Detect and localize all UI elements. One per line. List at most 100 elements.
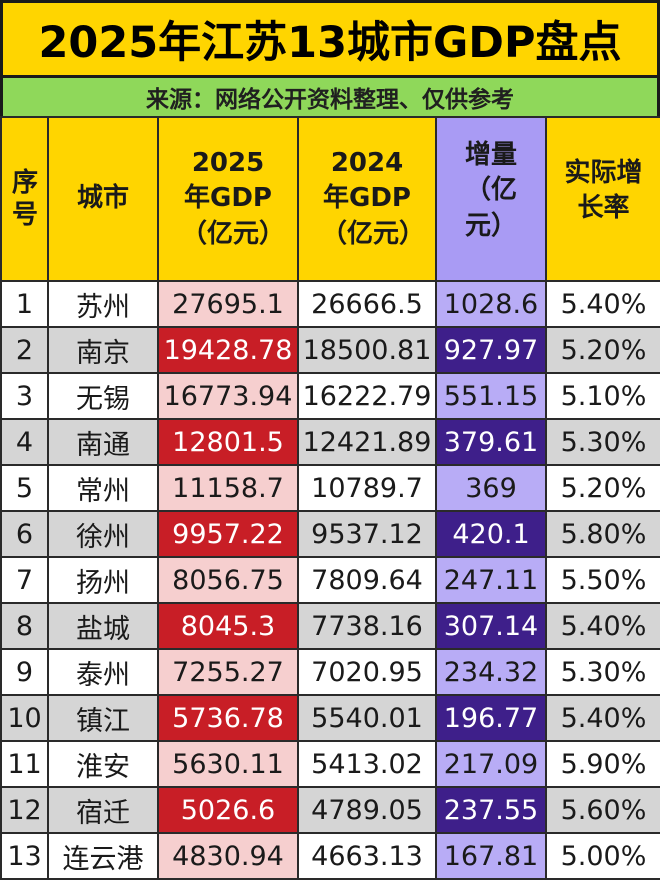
cell-gdp2024: 12421.89 xyxy=(297,418,437,466)
cell-no: 10 xyxy=(0,694,49,742)
cell-no: 12 xyxy=(0,786,49,834)
cell-gdp2025: 5026.6 xyxy=(157,786,299,834)
table-row: 3 无锡 16773.94 16222.79 551.15 5.10% xyxy=(0,372,660,420)
cell-increase: 420.1 xyxy=(435,510,547,558)
table-row: 2 南京 19428.78 18500.81 927.97 5.20% xyxy=(0,326,660,374)
cell-no: 3 xyxy=(0,372,49,420)
table-row: 6 徐州 9957.22 9537.12 420.1 5.80% xyxy=(0,510,660,558)
table-row: 7 扬州 8056.75 7809.64 247.11 5.50% xyxy=(0,556,660,604)
cell-city: 宿迁 xyxy=(47,786,159,834)
cell-increase: 247.11 xyxy=(435,556,547,604)
cell-no: 7 xyxy=(0,556,49,604)
cell-growth: 5.40% xyxy=(545,602,660,650)
table-row: 13 连云港 4830.94 4663.13 167.81 5.00% xyxy=(0,832,660,880)
table-row: 1 苏州 27695.1 26666.5 1028.6 5.40% xyxy=(0,280,660,328)
cell-city: 无锡 xyxy=(47,372,159,420)
cell-gdp2024: 9537.12 xyxy=(297,510,437,558)
cell-gdp2024: 18500.81 xyxy=(297,326,437,374)
cell-city: 南京 xyxy=(47,326,159,374)
cell-city: 苏州 xyxy=(47,280,159,328)
cell-gdp2025: 11158.7 xyxy=(157,464,299,512)
cell-gdp2025: 27695.1 xyxy=(157,280,299,328)
cell-no: 13 xyxy=(0,832,49,880)
cell-city: 连云港 xyxy=(47,832,159,880)
cell-increase: 927.97 xyxy=(435,326,547,374)
cell-gdp2025: 4830.94 xyxy=(157,832,299,880)
cell-growth: 5.20% xyxy=(545,326,660,374)
table-body: 1 苏州 27695.1 26666.5 1028.6 5.40% 2 南京 19428.78 1… xyxy=(0,280,660,880)
cell-increase: 369 xyxy=(435,464,547,512)
cell-gdp2024: 10789.7 xyxy=(297,464,437,512)
cell-no: 2 xyxy=(0,326,49,374)
cell-growth: 5.40% xyxy=(545,694,660,742)
cell-no: 8 xyxy=(0,602,49,650)
cell-gdp2024: 26666.5 xyxy=(297,280,437,328)
cell-gdp2025: 5630.11 xyxy=(157,740,299,788)
cell-gdp2024: 7809.64 xyxy=(297,556,437,604)
cell-gdp2025: 8056.75 xyxy=(157,556,299,604)
source-banner: 来源：网络公开资料整理、仅供参考 xyxy=(0,78,660,116)
header-no: 序号 xyxy=(0,116,49,282)
table-row: 10 镇江 5736.78 5540.01 196.77 5.40% xyxy=(0,694,660,742)
header-increase: 增量（亿元） xyxy=(435,116,547,282)
cell-increase: 379.61 xyxy=(435,418,547,466)
cell-gdp2025: 9957.22 xyxy=(157,510,299,558)
cell-increase: 217.09 xyxy=(435,740,547,788)
cell-increase: 307.14 xyxy=(435,602,547,650)
cell-no: 4 xyxy=(0,418,49,466)
cell-city: 扬州 xyxy=(47,556,159,604)
cell-no: 6 xyxy=(0,510,49,558)
table-header-row: 序号 城市 2025年GDP（亿元） 2024年GDP（亿元） 增量（亿元） 实… xyxy=(0,116,660,282)
header-gdp2024: 2024年GDP（亿元） xyxy=(297,116,437,282)
header-growth: 实际增长率 xyxy=(545,116,660,282)
cell-city: 镇江 xyxy=(47,694,159,742)
gdp-table: 序号 城市 2025年GDP（亿元） 2024年GDP（亿元） 增量（亿元） 实… xyxy=(0,116,660,880)
table-row: 8 盐城 8045.3 7738.16 307.14 5.40% xyxy=(0,602,660,650)
cell-city: 常州 xyxy=(47,464,159,512)
cell-growth: 5.60% xyxy=(545,786,660,834)
title-banner: 2025年江苏13城市GDP盘点 xyxy=(0,0,660,78)
source-note: 来源：网络公开资料整理、仅供参考 xyxy=(146,87,514,113)
table-row: 9 泰州 7255.27 7020.95 234.32 5.30% xyxy=(0,648,660,696)
cell-city: 淮安 xyxy=(47,740,159,788)
cell-increase: 196.77 xyxy=(435,694,547,742)
cell-growth: 5.50% xyxy=(545,556,660,604)
cell-growth: 5.40% xyxy=(545,280,660,328)
table-row: 12 宿迁 5026.6 4789.05 237.55 5.60% xyxy=(0,786,660,834)
cell-increase: 167.81 xyxy=(435,832,547,880)
cell-gdp2024: 5413.02 xyxy=(297,740,437,788)
cell-no: 11 xyxy=(0,740,49,788)
cell-gdp2025: 12801.5 xyxy=(157,418,299,466)
table-row: 11 淮安 5630.11 5413.02 217.09 5.90% xyxy=(0,740,660,788)
cell-gdp2025: 19428.78 xyxy=(157,326,299,374)
cell-gdp2025: 16773.94 xyxy=(157,372,299,420)
cell-no: 1 xyxy=(0,280,49,328)
cell-no: 9 xyxy=(0,648,49,696)
cell-gdp2024: 16222.79 xyxy=(297,372,437,420)
cell-city: 南通 xyxy=(47,418,159,466)
cell-gdp2024: 7738.16 xyxy=(297,602,437,650)
cell-gdp2024: 4663.13 xyxy=(297,832,437,880)
cell-city: 徐州 xyxy=(47,510,159,558)
page-title: 2025年江苏13城市GDP盘点 xyxy=(38,18,622,68)
header-gdp2025: 2025年GDP（亿元） xyxy=(157,116,299,282)
table-row: 5 常州 11158.7 10789.7 369 5.20% xyxy=(0,464,660,512)
cell-increase: 551.15 xyxy=(435,372,547,420)
cell-increase: 234.32 xyxy=(435,648,547,696)
cell-gdp2025: 8045.3 xyxy=(157,602,299,650)
cell-growth: 5.80% xyxy=(545,510,660,558)
cell-gdp2025: 5736.78 xyxy=(157,694,299,742)
cell-growth: 5.30% xyxy=(545,418,660,466)
cell-increase: 1028.6 xyxy=(435,280,547,328)
cell-growth: 5.20% xyxy=(545,464,660,512)
table-row: 4 南通 12801.5 12421.89 379.61 5.30% xyxy=(0,418,660,466)
cell-gdp2025: 7255.27 xyxy=(157,648,299,696)
cell-no: 5 xyxy=(0,464,49,512)
cell-increase: 237.55 xyxy=(435,786,547,834)
cell-city: 泰州 xyxy=(47,648,159,696)
cell-gdp2024: 4789.05 xyxy=(297,786,437,834)
cell-growth: 5.10% xyxy=(545,372,660,420)
cell-growth: 5.90% xyxy=(545,740,660,788)
cell-city: 盐城 xyxy=(47,602,159,650)
